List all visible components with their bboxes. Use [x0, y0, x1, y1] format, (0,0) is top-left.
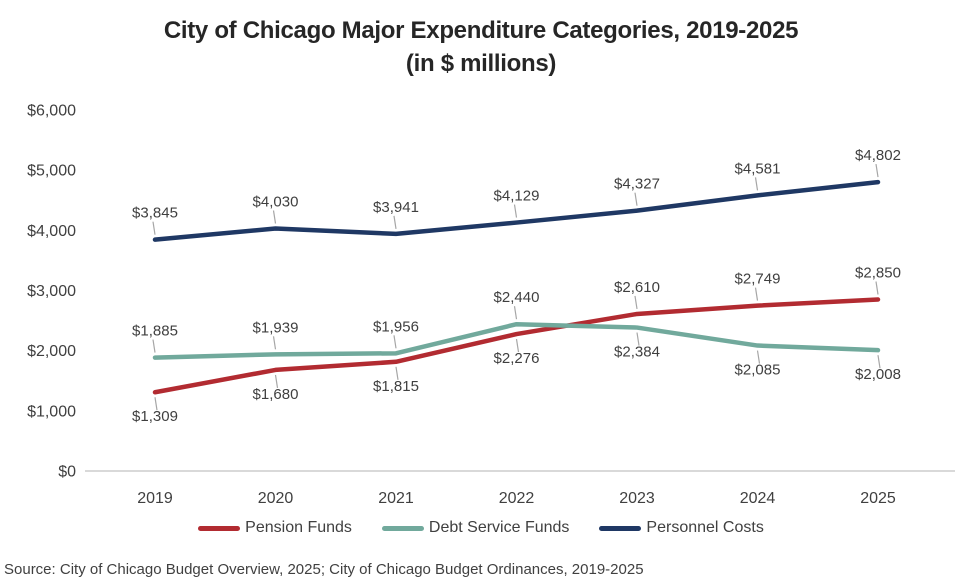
data-label-leader	[875, 281, 879, 295]
data-label-debt-service-funds: $2,008	[855, 366, 901, 383]
data-label-pension-funds: $2,749	[735, 271, 781, 288]
data-label-personnel-costs: $4,129	[494, 188, 540, 205]
data-label-pension-funds: $1,815	[373, 378, 419, 395]
data-label-personnel-costs: $4,581	[735, 160, 781, 177]
series-line-pension-funds	[152, 297, 881, 395]
data-label-leader	[272, 210, 277, 224]
legend-item-personnel-costs: Personnel Costs	[599, 519, 764, 537]
data-label-pension-funds: $2,276	[494, 350, 540, 367]
data-label-debt-service-funds: $1,885	[132, 323, 178, 340]
data-label-leader	[154, 397, 158, 411]
y-axis-tick-label: $5,000	[27, 163, 76, 180]
x-axis-tick-label: 2019	[137, 490, 173, 507]
data-label-debt-service-funds: $2,384	[614, 344, 660, 361]
data-label-leader	[152, 339, 156, 353]
x-axis-tick-label: 2021	[378, 490, 414, 507]
data-label-leader	[754, 177, 759, 191]
x-axis-tick-label: 2022	[499, 490, 535, 507]
series-line-personnel-costs	[152, 179, 881, 242]
data-label-personnel-costs: $4,030	[253, 194, 299, 211]
chart-title: City of Chicago Major Expenditure Catego…	[0, 14, 962, 80]
chart-legend: Pension Funds Debt Service Funds Personnel…	[0, 519, 962, 537]
y-axis-tick-label: $3,000	[27, 283, 76, 300]
data-label-pension-funds: $1,680	[253, 386, 299, 403]
data-label-pension-funds: $2,850	[855, 265, 901, 282]
chart-title-line1: City of Chicago Major Expenditure Catego…	[163, 17, 799, 44]
legend-label: Pension Funds	[245, 519, 352, 536]
data-label-leader	[634, 192, 638, 206]
legend-label: Debt Service Funds	[428, 519, 570, 536]
data-label-debt-service-funds: $1,939	[253, 319, 299, 336]
data-label-leader	[756, 350, 761, 364]
data-label-debt-service-funds: $2,085	[735, 362, 781, 379]
data-label-leader	[272, 336, 277, 350]
data-label-leader	[393, 215, 397, 229]
data-label-leader	[513, 204, 518, 218]
legend-item-pension-funds: Pension Funds	[198, 519, 352, 537]
x-axis-tick-label: 2020	[258, 490, 294, 507]
data-label-leader	[395, 366, 399, 380]
data-label-leader	[393, 335, 397, 349]
data-label-leader	[152, 221, 156, 235]
data-label-personnel-costs: $3,845	[132, 205, 178, 222]
data-label-debt-service-funds: $2,440	[494, 289, 540, 306]
y-axis-tick-label: $4,000	[27, 223, 76, 240]
data-label-leader	[634, 295, 638, 310]
legend-swatch-icon	[381, 525, 424, 531]
y-axis-tick-label: $6,000	[27, 103, 76, 120]
data-label-pension-funds: $2,610	[614, 279, 660, 296]
data-label-leader	[515, 338, 520, 353]
y-axis-tick-label: $0	[58, 464, 76, 481]
x-axis-tick-label: 2023	[619, 490, 655, 507]
data-label-leader	[877, 355, 881, 369]
x-axis-tick-label: 2025	[860, 490, 896, 507]
data-label-personnel-costs: $4,327	[614, 176, 660, 193]
data-label-leader	[754, 287, 759, 301]
data-label-debt-service-funds: $1,956	[373, 318, 419, 335]
data-label-leader	[513, 306, 518, 320]
data-label-personnel-costs: $4,802	[855, 147, 901, 164]
data-label-leader	[274, 374, 279, 389]
legend-swatch-icon	[599, 525, 642, 531]
legend-label: Personnel Costs	[646, 519, 764, 536]
legend-item-debt-service-funds: Debt Service Funds	[381, 519, 570, 537]
y-axis-tick-label: $2,000	[27, 343, 76, 360]
series-line-debt-service-funds	[152, 321, 881, 360]
x-axis-tick-label: 2024	[740, 490, 776, 507]
data-label-personnel-costs: $3,941	[373, 199, 419, 216]
data-label-leader	[875, 163, 879, 178]
y-axis-tick-label: $1,000	[27, 403, 76, 420]
data-label-pension-funds: $1,309	[132, 408, 178, 425]
source-note: Source: City of Chicago Budget Overview,…	[4, 561, 644, 578]
data-label-leader	[636, 332, 640, 346]
chart-title-line2: (in $ millions)	[405, 50, 557, 77]
legend-swatch-icon	[198, 525, 241, 531]
